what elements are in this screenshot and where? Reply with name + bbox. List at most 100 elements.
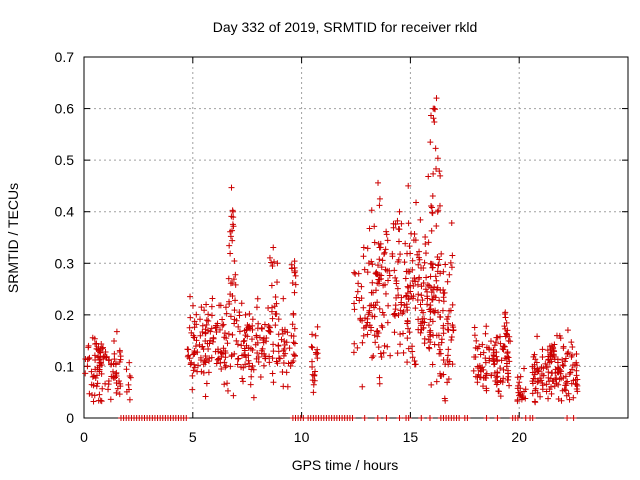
data-point [244, 333, 251, 340]
data-point [405, 268, 412, 275]
data-point [219, 322, 226, 329]
data-point [272, 322, 279, 329]
data-point [284, 383, 291, 390]
data-point [241, 337, 248, 344]
data-point [236, 328, 243, 335]
data-point [514, 396, 521, 403]
data-point [554, 359, 561, 366]
plot-frame [83, 56, 629, 419]
data-point [242, 311, 249, 318]
data-point [442, 261, 449, 268]
data-point [89, 373, 96, 380]
data-point [208, 303, 215, 310]
data-point [476, 362, 483, 369]
data-point [205, 327, 212, 334]
data-point [210, 334, 217, 341]
data-point [394, 258, 401, 265]
data-point [291, 325, 298, 332]
data-point [205, 318, 212, 325]
data-point [404, 290, 411, 297]
data-point [224, 340, 231, 347]
data-point [249, 316, 256, 323]
data-point [291, 352, 298, 359]
data-point [280, 359, 287, 366]
data-point [266, 353, 273, 360]
data-point [113, 380, 120, 387]
data-point [311, 372, 318, 379]
data-point [292, 281, 299, 288]
y-tick-label: 0.7 [55, 49, 75, 65]
data-point [291, 264, 298, 271]
data-point [418, 264, 425, 271]
data-point [505, 337, 512, 344]
data-point [355, 280, 362, 287]
data-point [474, 379, 481, 386]
data-point [441, 395, 448, 402]
data-point [203, 321, 210, 328]
data-point [197, 332, 204, 339]
data-point [364, 269, 371, 276]
data-point [529, 380, 536, 387]
data-point [449, 301, 456, 308]
data-point [202, 353, 209, 360]
data-point [570, 394, 577, 401]
data-point [125, 386, 132, 393]
data-point [470, 367, 477, 374]
data-point [400, 330, 407, 337]
data-point [409, 295, 416, 302]
data-point [107, 396, 114, 403]
data-point [529, 363, 536, 370]
data-point [447, 307, 454, 314]
data-point [351, 306, 358, 313]
data-point [570, 415, 577, 421]
data-point [275, 355, 282, 362]
data-point [221, 330, 228, 337]
data-point [286, 345, 293, 352]
data-point [92, 374, 99, 381]
data-point [310, 389, 317, 396]
data-point [195, 362, 202, 369]
data-point [564, 350, 571, 357]
data-point [569, 343, 576, 350]
data-point [367, 327, 374, 334]
data-point [551, 383, 558, 390]
data-point [257, 373, 264, 380]
data-point [377, 350, 384, 357]
data-point [471, 332, 478, 339]
data-point [417, 216, 424, 223]
data-point [266, 359, 273, 366]
data-point [94, 380, 101, 387]
data-point [412, 305, 419, 312]
data-point [199, 328, 206, 335]
data-point [290, 310, 297, 317]
data-point [433, 95, 440, 102]
data-point [497, 365, 504, 372]
data-point [222, 304, 229, 311]
data-point [474, 373, 481, 380]
chart-title: Day 332 of 2019, SRMTID for receiver rkl… [213, 19, 478, 35]
data-point [412, 278, 419, 285]
data-point [378, 354, 385, 361]
data-point [245, 344, 252, 351]
data-point [521, 365, 528, 372]
data-point [221, 381, 228, 388]
data-point [564, 378, 571, 385]
data-point [450, 327, 457, 334]
data-point [371, 239, 378, 246]
data-point [495, 388, 502, 395]
data-point [378, 322, 385, 329]
data-point [488, 372, 495, 379]
data-point [255, 359, 262, 366]
data-point [429, 318, 436, 325]
data-point [412, 361, 419, 368]
data-point [487, 338, 494, 345]
data-point [415, 261, 422, 268]
data-point [191, 318, 198, 325]
data-point [108, 360, 115, 367]
data-point [562, 373, 569, 380]
data-point [420, 279, 427, 286]
data-point [234, 361, 241, 368]
data-point [188, 329, 195, 336]
data-point [392, 302, 399, 309]
data-point [418, 283, 425, 290]
